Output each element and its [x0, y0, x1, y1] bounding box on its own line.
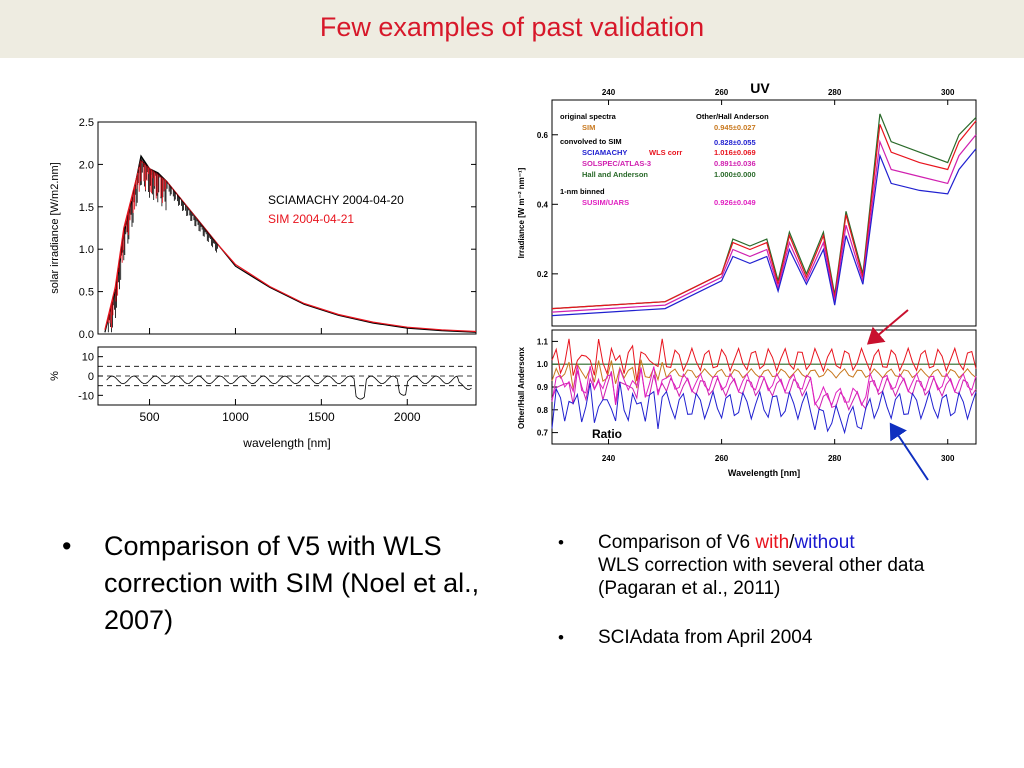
- legend-wls-corr: WLS corr: [649, 148, 682, 157]
- annotation-arrows: [866, 309, 929, 481]
- y-tick-label: 0.6: [537, 131, 549, 140]
- ratio-y-tick-label: 0.8: [537, 406, 549, 415]
- right-ylabel: Irradiance [W m⁻² nm⁻¹]: [517, 167, 526, 258]
- x-tick-label: 1000: [222, 410, 249, 424]
- bullet-dot: •: [62, 531, 72, 561]
- item2-text: SCIAdata from April 2004: [598, 627, 813, 648]
- x-tick-label: 300: [941, 454, 955, 463]
- left-residual-ylabel: %: [49, 371, 61, 381]
- y-tick-label: 1.5: [79, 202, 94, 214]
- red-arrow: [866, 309, 909, 345]
- top-x-tick-label: 300: [941, 88, 955, 97]
- uv-series-line: [551, 134, 977, 313]
- legend-convolved: convolved to SIM: [560, 137, 622, 146]
- item1-suffix: WLS correction with several other data (…: [598, 555, 925, 599]
- ratio-y-tick-label: 0.7: [537, 429, 549, 438]
- right-figure: UV 240 260 280 300 0.2 0.4 0.6 1.1 1.0 0.9 0.8 0.…: [510, 78, 980, 480]
- ratio-series-line: [551, 381, 977, 435]
- legend-sim-ratio: 0.945±0.027: [714, 123, 756, 132]
- top-x-tick-label: 260: [715, 88, 729, 97]
- ratio-series-line: [551, 365, 977, 407]
- top-x-tick-label: 240: [602, 88, 616, 97]
- legend-hall-label: Hall and Anderson: [582, 170, 648, 179]
- legend-sciamachy-ratio: 0.828±0.055: [714, 138, 756, 147]
- left-ylabel: solar irradiance [W/m2.nm]: [49, 162, 61, 293]
- legend-binned: 1-nm binned: [560, 187, 605, 196]
- legend-sim-label: SIM: [582, 123, 595, 132]
- left-bullet-list: • Comparison of V5 with WLS correction w…: [62, 528, 482, 639]
- sciamachy-fine-structure: [107, 156, 218, 333]
- x-tick-label: 240: [602, 454, 616, 463]
- sim-fine-structure: [107, 160, 166, 329]
- x-tick-label: 260: [715, 454, 729, 463]
- right-xlabel: Wavelength [nm]: [728, 468, 800, 478]
- legend-header-right: Other/Hall Anderson: [696, 112, 769, 121]
- residual-y-tick-label: -10: [78, 390, 94, 402]
- left-figure: 0.0 0.5 1.0 1.5 2.0 2.5 500 1000 1500 2000 10 0 -1…: [46, 112, 480, 456]
- right-bullet-item-2: • SCIAdata from April 2004: [558, 626, 978, 649]
- ratio-y-tick-label: 0.9: [537, 383, 549, 392]
- residual-y-tick-label: 10: [82, 352, 94, 364]
- legend-wls-ratio: 1.016±0.069: [714, 148, 756, 157]
- right-ratio-ylabel: Other/Hall Andersonx: [517, 346, 526, 428]
- item1-slash: /: [789, 532, 795, 553]
- ratio-y-tick-label: 1.1: [537, 337, 549, 346]
- legend-solspec-ratio: 0.891±0.036: [714, 159, 756, 168]
- item1-with: with: [755, 532, 790, 553]
- y-tick-label: 0.5: [79, 287, 94, 299]
- y-tick-label: 0.0: [79, 329, 94, 341]
- slide-title: Few examples of past validation: [319, 12, 705, 42]
- left-bullet-item: • Comparison of V5 with WLS correction w…: [62, 528, 482, 639]
- title-band: [0, 0, 1024, 58]
- x-tick-label: 280: [828, 454, 842, 463]
- right-main-plot-frame: [551, 99, 977, 327]
- x-tick-label: 2000: [394, 410, 421, 424]
- right-bullet-list: • Comparison of V6 with/without WLS corr…: [558, 531, 978, 675]
- residual-line: [106, 375, 472, 400]
- bullet-dot: •: [558, 533, 564, 552]
- right-title-uv: UV: [750, 80, 770, 96]
- legend-header-left: original spectra: [560, 112, 617, 121]
- y-tick-label: 0.2: [537, 270, 549, 279]
- y-tick-label: 2.5: [79, 117, 94, 129]
- y-tick-label: 1.0: [79, 244, 94, 256]
- legend-susim-label: SUSIM/UARS: [582, 198, 629, 207]
- y-tick-label: 2.0: [79, 159, 94, 171]
- x-tick-label: 1500: [308, 410, 335, 424]
- ratio-y-tick-label: 1.0: [537, 360, 549, 369]
- item1-without: without: [794, 532, 855, 553]
- blue-arrow: [889, 422, 929, 481]
- item1-prefix: Comparison of V6: [598, 532, 756, 553]
- legend-sciamachy-label: SCIAMACHY: [582, 148, 627, 157]
- legend-susim-ratio: 0.926±0.049: [714, 198, 756, 207]
- right-bullet-item-1: • Comparison of V6 with/without WLS corr…: [558, 531, 978, 600]
- legend-solspec-label: SOLSPEC/ATLAS-3: [582, 159, 651, 168]
- top-x-tick-label: 280: [828, 88, 842, 97]
- legend-hall-ratio: 1.000±0.000: [714, 170, 756, 179]
- ratio-series-line: [551, 338, 977, 382]
- x-tick-label: 500: [140, 410, 160, 424]
- uv-series-line: [551, 148, 977, 317]
- bullet-dot: •: [558, 628, 564, 647]
- ratio-series-line: [551, 359, 977, 390]
- left-bullet-text: Comparison of V5 with WLS correction wit…: [104, 531, 480, 635]
- legend-sciamachy: SCIAMACHY 2004-04-20: [268, 193, 404, 207]
- residual-y-tick-label: 0: [88, 371, 94, 383]
- legend-sim: SIM 2004-04-21: [268, 212, 354, 226]
- right-legend: original spectra Other/Hall Anderson SIM…: [560, 112, 769, 207]
- left-main-plot-frame: [97, 121, 477, 335]
- uv-series-line: [551, 120, 977, 310]
- y-tick-label: 0.4: [537, 200, 549, 209]
- left-xlabel: wavelength [nm]: [242, 436, 330, 450]
- ratio-label: Ratio: [592, 427, 622, 441]
